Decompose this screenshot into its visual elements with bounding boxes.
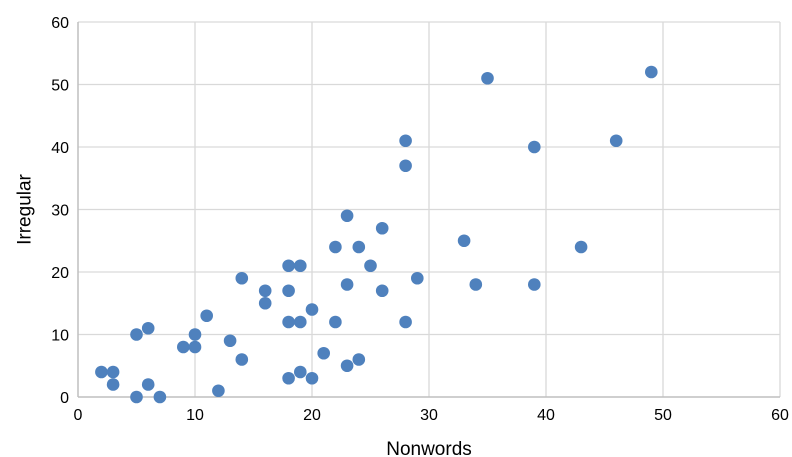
data-point: [106, 378, 120, 391]
x-tick-label: 20: [303, 407, 321, 424]
y-tick-label: 30: [51, 203, 69, 220]
data-point: [294, 315, 307, 329]
data-point: [188, 328, 202, 341]
data-point: [457, 234, 471, 248]
data-point: [469, 278, 483, 291]
y-tick-label: 40: [51, 140, 69, 157]
data-point: [528, 140, 541, 154]
x-tick-label: 0: [74, 407, 83, 424]
data-points: [95, 65, 658, 404]
y-tick-label: 20: [51, 265, 69, 282]
x-tick-label: 30: [420, 407, 438, 424]
x-tick-label: 50: [654, 407, 672, 424]
data-point: [294, 365, 307, 379]
data-point: [411, 271, 424, 285]
data-point: [282, 315, 295, 329]
y-tick-label: 10: [51, 328, 69, 345]
data-point: [153, 390, 167, 404]
data-point: [399, 315, 412, 329]
data-point: [305, 371, 319, 385]
data-point: [340, 278, 354, 291]
y-tick-label: 0: [60, 390, 69, 407]
axes: [77, 22, 780, 398]
data-point: [200, 309, 213, 323]
tick-labels: 0 10 20 30 40 50 60 0 10 20 30 40 50 60: [51, 15, 789, 424]
data-point: [130, 328, 143, 341]
data-point: [258, 284, 272, 298]
data-point: [141, 321, 155, 335]
y-axis-title: Irregular: [15, 173, 36, 244]
x-tick-label: 40: [537, 407, 555, 424]
data-point: [294, 259, 307, 273]
data-point: [235, 271, 249, 285]
data-point: [282, 259, 295, 273]
data-point: [340, 359, 354, 373]
data-point: [645, 65, 658, 79]
x-axis-title: Nonwords: [386, 439, 472, 457]
data-point: [235, 353, 249, 366]
data-point: [329, 315, 342, 329]
data-point: [305, 303, 319, 316]
data-point: [352, 240, 366, 254]
data-point: [364, 259, 377, 273]
x-tick-label: 60: [771, 407, 789, 424]
data-point: [481, 71, 494, 85]
data-point: [399, 134, 412, 148]
data-point: [177, 340, 190, 354]
data-point: [352, 353, 366, 366]
data-point: [609, 134, 623, 148]
data-point: [329, 240, 342, 254]
data-point: [399, 159, 412, 173]
y-tick-label: 60: [51, 15, 69, 32]
data-point: [141, 378, 155, 391]
y-tick-label: 50: [51, 78, 69, 95]
data-point: [106, 365, 120, 379]
data-point: [258, 296, 272, 310]
data-point: [317, 346, 331, 360]
data-point: [282, 371, 295, 385]
data-point: [282, 284, 295, 298]
data-point: [375, 284, 389, 298]
data-point: [340, 209, 354, 223]
x-tick-label: 10: [186, 407, 204, 424]
data-point: [95, 365, 108, 379]
data-point: [188, 340, 202, 354]
data-point: [375, 221, 389, 235]
data-point: [223, 334, 237, 348]
data-point: [528, 278, 541, 291]
data-point: [574, 240, 588, 254]
data-point: [212, 384, 225, 398]
data-point: [130, 390, 143, 404]
